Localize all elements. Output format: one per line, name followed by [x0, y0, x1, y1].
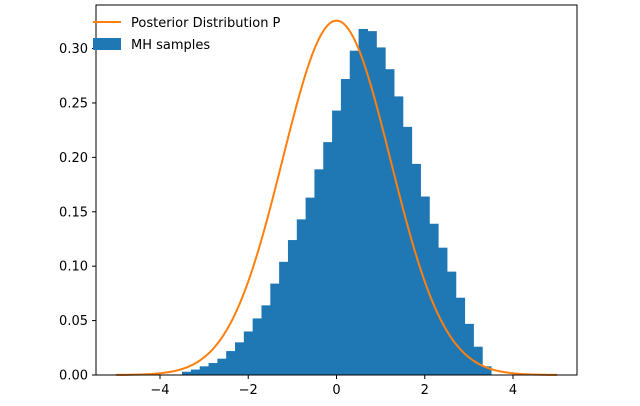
- x-tick-label: −4: [150, 383, 169, 398]
- histogram-bar: [429, 223, 439, 375]
- histogram-bar: [446, 271, 457, 375]
- histogram-bar: [252, 318, 263, 375]
- histogram-bar: [217, 358, 227, 375]
- y-tick-label: 0.15: [59, 205, 88, 220]
- histogram-bar: [287, 240, 298, 375]
- histogram-bar: [332, 110, 342, 375]
- histogram-bar: [473, 346, 483, 375]
- histogram-bar: [182, 371, 192, 375]
- histogram-bar: [190, 369, 201, 375]
- histogram-bar: [455, 297, 466, 375]
- posterior-line: [115, 19, 558, 376]
- legend: Posterior Distribution P MH samples: [93, 16, 281, 53]
- histogram-bar: [270, 283, 280, 375]
- histogram-bar: [226, 351, 236, 375]
- histogram-bar: [393, 96, 404, 375]
- histogram-bar: [464, 323, 474, 375]
- histogram-bar: [385, 69, 395, 376]
- x-tick-label: 2: [421, 383, 429, 398]
- histogram-bar: [261, 305, 271, 375]
- histogram-bar: [296, 219, 307, 375]
- plot-frame: [95, 4, 578, 376]
- histogram-bar: [411, 163, 421, 375]
- histogram-bar: [235, 342, 245, 375]
- histogram-bar: [437, 247, 448, 375]
- y-tick-label: 0.20: [59, 151, 88, 166]
- y-tick-label: 0.30: [59, 42, 88, 57]
- histogram-bar: [349, 50, 360, 376]
- y-tick-label: 0.00: [59, 369, 88, 384]
- histogram-bar: [402, 126, 413, 375]
- histogram-bar: [340, 79, 351, 375]
- histogram-bar: [199, 366, 210, 375]
- histogram-bar: [323, 142, 333, 375]
- legend-label-posterior: Posterior Distribution P: [131, 16, 281, 31]
- histogram-bar: [420, 196, 430, 375]
- histogram-bar: [208, 363, 218, 375]
- histogram-bar: [482, 366, 492, 375]
- axes: −4 −2 0 2 4 0.00 0.05 0.10 0.15 0.20 0.25 0.30: [59, 42, 517, 398]
- histogram-bars: [182, 28, 492, 376]
- legend-label-mh-samples: MH samples: [131, 38, 210, 53]
- histogram-bar: [279, 261, 289, 375]
- histogram-bar: [305, 197, 316, 375]
- y-tick-label: 0.05: [59, 314, 88, 329]
- legend-bar-swatch: [93, 38, 121, 50]
- histogram-bar: [243, 331, 254, 375]
- histogram-bar: [314, 169, 324, 375]
- x-tick-label: 4: [509, 383, 517, 398]
- y-tick-label: 0.10: [59, 260, 88, 275]
- histogram-bar: [367, 31, 377, 376]
- x-tick-label: −2: [239, 383, 258, 398]
- x-tick-label: 0: [332, 383, 340, 398]
- histogram-bar: [376, 47, 386, 376]
- y-tick-label: 0.25: [59, 96, 88, 111]
- histogram-bar: [358, 28, 368, 376]
